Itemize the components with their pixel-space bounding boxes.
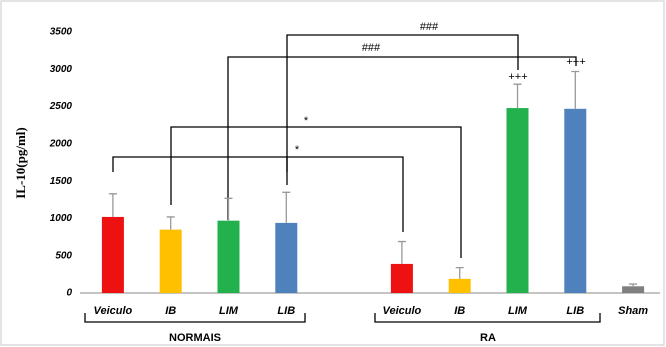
bar: [564, 108, 587, 294]
error-bar: [108, 193, 117, 217]
bar: [101, 216, 124, 293]
error-bar: [166, 216, 175, 230]
significance-bracket: [170, 126, 462, 258]
annotation: ###: [420, 21, 439, 33]
x-tick-label: LIB: [566, 305, 584, 317]
y-tick-label: 2500: [49, 101, 73, 112]
x-tick-label: LIM: [508, 305, 528, 317]
error-bar: [629, 283, 638, 287]
group-bracket: [374, 313, 601, 323]
annotation: *: [304, 115, 309, 127]
y-tick-label: 1500: [50, 176, 73, 187]
annotation: +++: [566, 56, 585, 68]
bar: [448, 278, 471, 293]
y-tick-label: 500: [55, 250, 72, 261]
bar: [275, 222, 298, 293]
y-tick-label: 1000: [50, 213, 73, 224]
group-label: RA: [480, 332, 496, 344]
y-axis-label: IL-10(pg/ml): [13, 127, 28, 199]
bar: [622, 286, 645, 293]
bar: [390, 263, 413, 293]
y-tick-label: 3000: [50, 64, 73, 75]
x-tick-label: Veiculo: [383, 305, 422, 317]
y-tick-label: 2000: [49, 138, 73, 149]
error-bar: [455, 266, 464, 279]
significance-bracket: [286, 34, 519, 185]
y-tick-label: 0: [66, 288, 72, 299]
x-tick-label: Veiculo: [94, 305, 133, 317]
x-tick-label: IB: [165, 305, 176, 317]
group-label: NORMAIS: [169, 332, 221, 344]
error-bar: [571, 70, 580, 109]
group-bracket: [84, 313, 306, 323]
x-tick-label: IB: [454, 305, 465, 317]
y-tick-label: 3500: [50, 27, 73, 38]
annotation: *: [295, 144, 300, 156]
annotation: ###: [362, 42, 381, 54]
bar: [506, 108, 529, 293]
bar: [159, 229, 182, 293]
error-bar: [282, 191, 291, 223]
x-tick-label: LIM: [219, 305, 239, 317]
error-bar: [513, 83, 522, 109]
error-bar: [224, 197, 233, 221]
bar: [217, 220, 240, 293]
significance-bracket: [227, 56, 577, 220]
error-bar: [397, 240, 406, 264]
annotation: +++: [508, 71, 527, 83]
x-tick-label: Sham: [618, 305, 648, 317]
x-tick-label: LIB: [277, 305, 295, 317]
